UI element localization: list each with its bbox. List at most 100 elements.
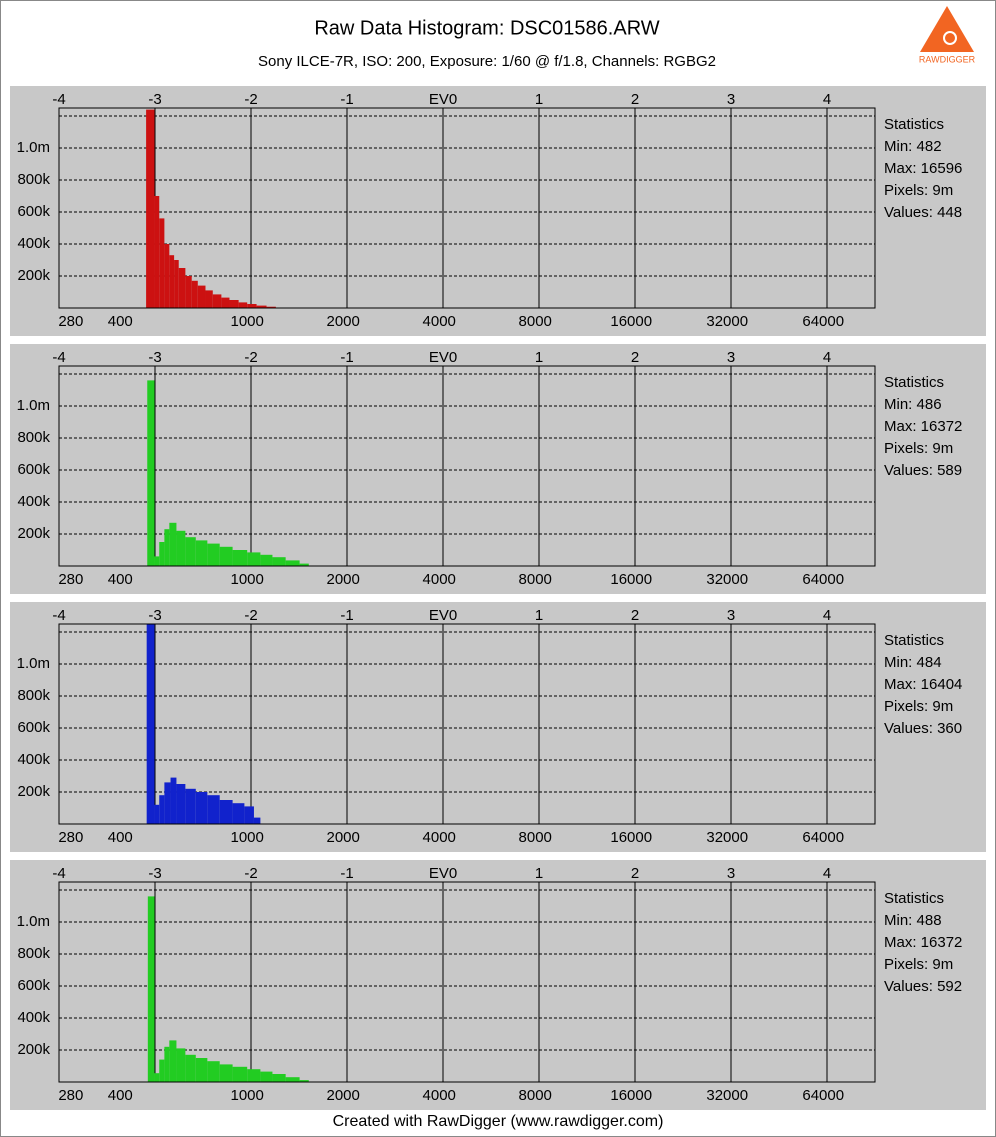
histogram-bar	[197, 285, 206, 308]
histogram-panel: 200k 400k 600k 800k 1.0m -4 -3 -2 -1 EV0 1 2 3 4 280 40…	[10, 344, 986, 594]
statistics-title: Statistics	[884, 632, 944, 649]
ev-tick-label: 4	[823, 607, 831, 624]
x-tick-label: 8000	[519, 571, 552, 588]
histogram-bar	[154, 196, 160, 308]
x-tick-label: 1000	[231, 829, 264, 846]
histogram-bar	[159, 542, 165, 566]
histogram-bar	[176, 530, 186, 566]
histogram-bar	[154, 556, 160, 566]
x-tick-label: 1000	[231, 313, 264, 330]
histogram-bar	[195, 1058, 208, 1082]
histogram-bar	[185, 1054, 196, 1082]
histogram-bar	[219, 546, 233, 566]
y-tick-label: 800k	[17, 687, 50, 704]
y-tick-label: 200k	[17, 525, 50, 542]
ev-tick-label: 3	[727, 349, 735, 366]
histogram-bar	[229, 300, 239, 308]
x-tick-label: 16000	[610, 829, 652, 846]
ev-tick-label: EV0	[429, 349, 457, 366]
y-tick-label: 1.0m	[17, 655, 50, 672]
x-tick-label: 32000	[706, 571, 748, 588]
histogram-bar	[253, 817, 261, 824]
histogram-bar	[195, 540, 208, 566]
plot-border	[58, 365, 876, 567]
histogram-bar	[266, 306, 276, 308]
ev-tick-label: 1	[535, 91, 543, 108]
statistics-item: Max: 16372	[884, 934, 962, 951]
report-subtitle: Sony ILCE-7R, ISO: 200, Exposure: 1/60 @…	[258, 53, 716, 70]
x-tick-label: 1000	[231, 571, 264, 588]
ev-tick-label: -4	[52, 349, 65, 366]
histogram-bar	[174, 260, 179, 308]
ev-tick-label: -2	[244, 349, 257, 366]
ev-tick-label: 3	[727, 91, 735, 108]
logo-mark	[943, 31, 957, 45]
ev-tick-label: -2	[244, 91, 257, 108]
statistics-item: Values: 592	[884, 978, 962, 995]
y-tick-label: 200k	[17, 1041, 50, 1058]
ev-tick-label: 1	[535, 349, 543, 366]
statistics-item: Pixels: 9m	[884, 956, 953, 973]
histogram-bar	[219, 1064, 233, 1082]
y-tick-label: 600k	[17, 977, 50, 994]
ev-tick-label: 3	[727, 607, 735, 624]
histogram-bar	[299, 563, 309, 566]
ev-tick-label: -3	[148, 865, 161, 882]
ev-tick-label: 2	[631, 865, 639, 882]
x-tick-label: 16000	[610, 1087, 652, 1104]
ev-tick-label: EV0	[429, 607, 457, 624]
statistics-title: Statistics	[884, 890, 944, 907]
x-tick-label: 280	[58, 571, 83, 588]
histogram-bar	[219, 800, 233, 824]
histogram-bar	[221, 297, 230, 308]
x-tick-label: 8000	[519, 313, 552, 330]
histogram-bar	[159, 795, 165, 824]
plot-border	[58, 107, 876, 309]
x-tick-label: 4000	[423, 571, 456, 588]
y-tick-label: 600k	[17, 203, 50, 220]
histogram-bar	[205, 290, 213, 308]
histogram-bar	[147, 380, 155, 566]
x-tick-label: 280	[58, 313, 83, 330]
plot-border	[58, 623, 876, 825]
statistics-item: Min: 484	[884, 654, 942, 671]
x-tick-label: 4000	[423, 1087, 456, 1104]
statistics-item: Max: 16372	[884, 418, 962, 435]
histogram-bar	[146, 624, 155, 824]
x-tick-label: 64000	[802, 1087, 844, 1104]
y-tick-label: 400k	[17, 751, 50, 768]
statistics-item: Pixels: 9m	[884, 440, 953, 457]
logo-triangle	[920, 6, 974, 52]
x-tick-label: 64000	[802, 829, 844, 846]
ev-tick-label: -1	[340, 865, 353, 882]
ev-tick-label: -1	[340, 607, 353, 624]
ev-tick-label: 2	[631, 349, 639, 366]
x-tick-label: 280	[58, 829, 83, 846]
ev-tick-label: -3	[148, 91, 161, 108]
y-tick-label: 1.0m	[17, 397, 50, 414]
y-tick-label: 400k	[17, 493, 50, 510]
histogram-bar	[169, 522, 177, 566]
statistics-item: Min: 486	[884, 396, 942, 413]
x-tick-label: 2000	[327, 829, 360, 846]
x-tick-label: 64000	[802, 313, 844, 330]
x-tick-label: 280	[58, 1087, 83, 1104]
y-tick-label: 200k	[17, 267, 50, 284]
x-tick-label: 8000	[519, 1087, 552, 1104]
x-tick-label: 4000	[423, 829, 456, 846]
ev-tick-label: -3	[148, 607, 161, 624]
histogram-bar	[232, 1066, 248, 1082]
y-tick-label: 600k	[17, 719, 50, 736]
histogram-bar	[272, 557, 286, 566]
histogram-bar	[238, 302, 248, 308]
ev-tick-label: 2	[631, 607, 639, 624]
statistics-item: Min: 482	[884, 138, 942, 155]
x-tick-label: 4000	[423, 313, 456, 330]
histogram-bar	[232, 550, 248, 566]
ev-tick-label: -1	[340, 91, 353, 108]
x-tick-label: 1000	[231, 1087, 264, 1104]
y-tick-label: 600k	[17, 461, 50, 478]
x-tick-label: 400	[108, 829, 133, 846]
x-tick-label: 32000	[706, 1087, 748, 1104]
